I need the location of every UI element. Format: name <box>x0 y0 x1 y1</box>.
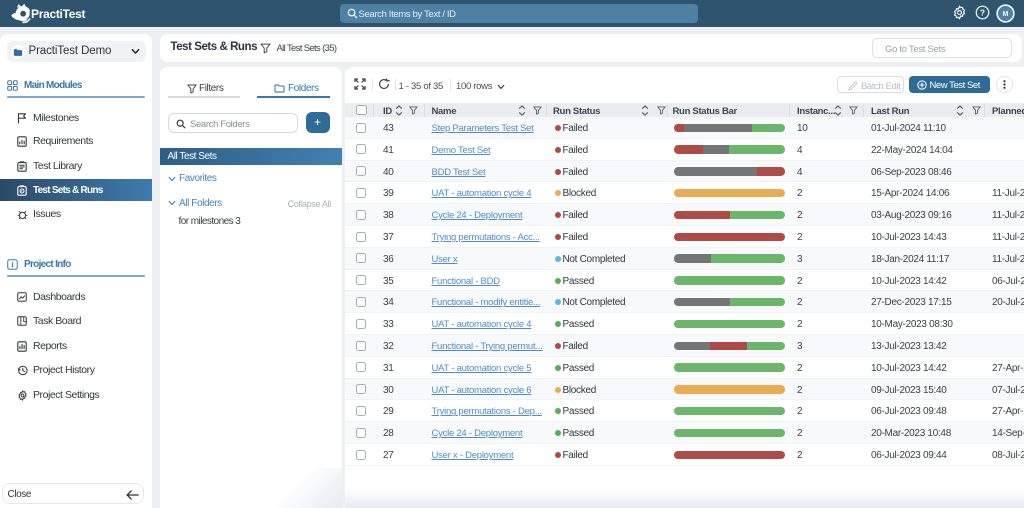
svg-text:M: M <box>1003 10 1009 18</box>
svg-text:?: ? <box>980 7 985 17</box>
